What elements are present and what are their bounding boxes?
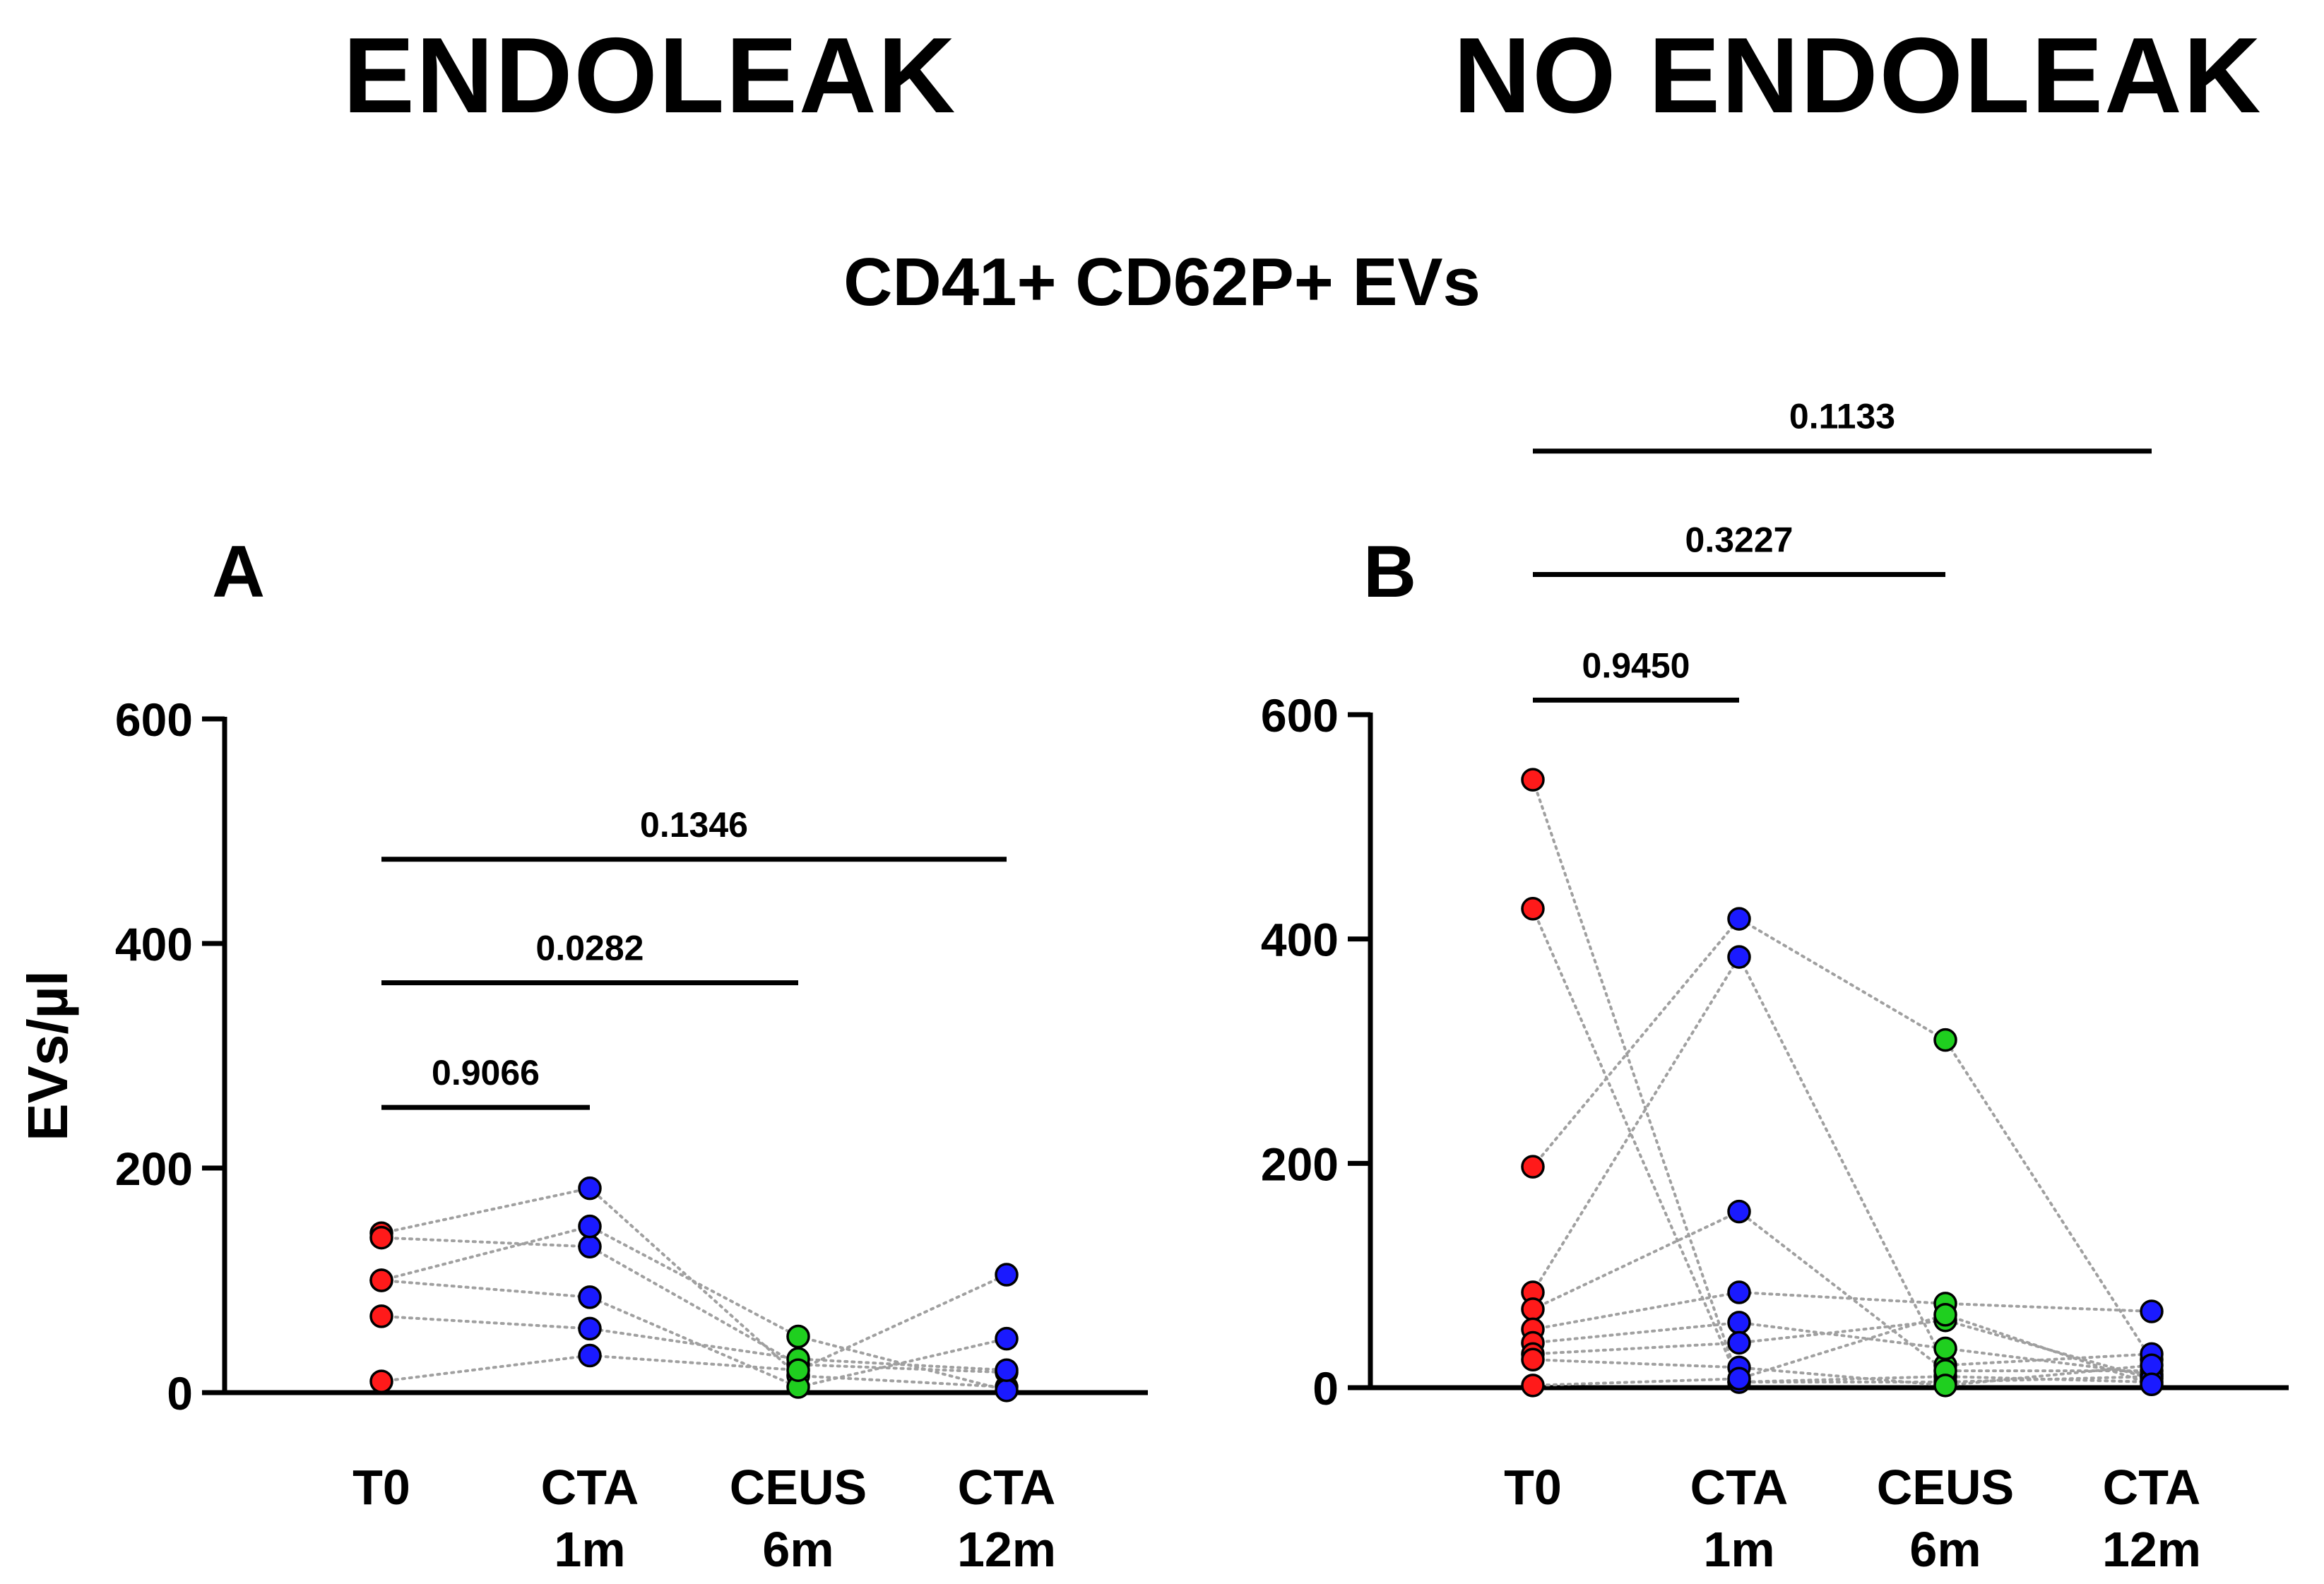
x-tick-label: CEUS (1877, 1460, 2014, 1515)
p-value-label: 0.1133 (1789, 397, 1895, 436)
patient-connector-line (380, 1314, 1008, 1372)
data-point (578, 1176, 602, 1201)
data-point (1727, 1199, 1751, 1224)
x-tick-label: 1m (1703, 1522, 1774, 1577)
data-point (578, 1343, 602, 1368)
data-point (786, 1324, 810, 1349)
data-point (1521, 1297, 1545, 1321)
patient-connector-line (1531, 953, 2153, 1367)
data-point (578, 1285, 602, 1309)
patient-connector-line (1531, 1313, 2153, 1387)
patient-connector-line (380, 1273, 1008, 1383)
patient-connector-line (380, 1225, 1008, 1392)
data-point (578, 1234, 602, 1259)
data-point (578, 1214, 602, 1239)
panel-letter: B (1363, 531, 1416, 613)
p-value-label: 0.3227 (1685, 520, 1794, 559)
data-point (1521, 1155, 1545, 1179)
data-point (1521, 1347, 1545, 1372)
y-tick-label: 600 (115, 693, 193, 746)
patient-connector-line (1531, 1290, 2153, 1331)
data-point (369, 1268, 393, 1292)
p-value-label: 0.9066 (432, 1053, 540, 1092)
y-tick-label: 0 (1312, 1362, 1339, 1415)
x-tick-label: 12m (2102, 1522, 2201, 1577)
data-point (995, 1378, 1019, 1403)
p-value-label: 0.0282 (536, 929, 644, 968)
data-point (1521, 768, 1545, 792)
patient-connector-line (1531, 1358, 2153, 1387)
x-tick-label: CEUS (730, 1460, 867, 1515)
panel-a-endoleak: A EVs/µl 0 200 400 600 T0 CTA 1m CEUS 6m CTA 12m 0.90… (16, 531, 1148, 1577)
data-point (1727, 945, 1751, 969)
y-axis-label: EVs/µl (16, 970, 79, 1141)
y-tick-label: 600 (1261, 689, 1339, 742)
y-tick-label: 400 (115, 918, 193, 970)
x-tick-label: T0 (1504, 1460, 1562, 1515)
patient-connector-line (1531, 1210, 2153, 1373)
y-tick-label: 400 (1261, 914, 1339, 966)
patient-connector-line (1531, 778, 2153, 1384)
data-point (995, 1358, 1019, 1382)
data-point (1727, 1330, 1751, 1355)
patient-connector-line (1531, 1321, 2153, 1376)
data-point (1727, 907, 1751, 931)
data-point (578, 1316, 602, 1341)
data-point (1521, 897, 1545, 921)
y-tick-label: 200 (115, 1143, 193, 1195)
data-point (1933, 1374, 1957, 1398)
data-point (995, 1326, 1019, 1351)
patient-connector-line (1531, 907, 2153, 1384)
x-tick-label: 12m (957, 1522, 1056, 1577)
chart-main-title: CD41+ CD62P+ EVs (843, 244, 1481, 320)
x-tick-label: 6m (1909, 1522, 1981, 1577)
patient-connector-line (380, 1236, 1008, 1374)
data-point (1933, 1303, 1957, 1327)
x-tick-label: CTA (1690, 1460, 1789, 1515)
data-point (786, 1358, 810, 1382)
patient-connector-line (1531, 1318, 2153, 1381)
x-tick-label: T0 (352, 1460, 410, 1515)
panel-b-no-endoleak: B 0 200 400 600 T0 CTA 1m CEUS 6m CTA 12m 0.9450 0.32… (1261, 397, 2289, 1577)
x-tick-label: 6m (762, 1522, 834, 1577)
data-point (369, 1225, 393, 1250)
p-value-label: 0.9450 (1582, 645, 1690, 685)
data-point (1933, 1028, 1957, 1052)
y-tick-label: 200 (1261, 1138, 1339, 1190)
data-point (1521, 1374, 1545, 1398)
data-point (1727, 1311, 1751, 1335)
data-point (369, 1304, 393, 1328)
endoleak-group-title: ENDOLEAK (343, 16, 957, 136)
data-point (2140, 1299, 2164, 1323)
data-point (369, 1369, 393, 1393)
patient-connector-line (1531, 917, 2153, 1362)
data-point (2140, 1372, 2164, 1396)
data-point (1933, 1336, 1957, 1361)
x-tick-label: CTA (541, 1460, 639, 1515)
p-value-label: 0.1346 (640, 805, 748, 845)
patient-connector-line (380, 1279, 1008, 1389)
data-point (1727, 1280, 1751, 1304)
x-tick-label: CTA (958, 1460, 1056, 1515)
y-tick-label: 0 (167, 1367, 193, 1419)
x-tick-label: CTA (2103, 1460, 2201, 1515)
data-point (1727, 1366, 1751, 1391)
panel-letter: A (212, 531, 265, 613)
x-tick-label: 1m (554, 1522, 625, 1577)
no-endoleak-group-title: NO ENDOLEAK (1453, 16, 2263, 136)
data-point (995, 1263, 1019, 1287)
